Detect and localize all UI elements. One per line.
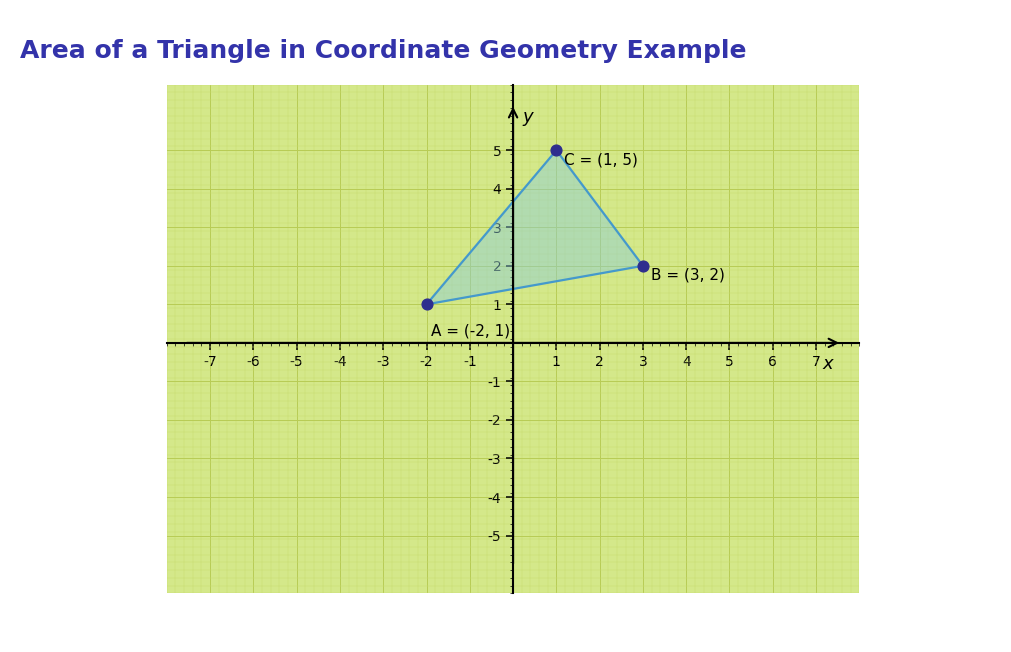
Point xyxy=(635,261,651,271)
Text: y: y xyxy=(523,108,533,126)
Text: C = (1, 5): C = (1, 5) xyxy=(564,152,638,167)
Text: x: x xyxy=(823,355,833,373)
Point xyxy=(419,299,435,310)
Text: Area of a Triangle in Coordinate Geometry Example: Area of a Triangle in Coordinate Geometr… xyxy=(20,39,747,63)
Text: B = (3, 2): B = (3, 2) xyxy=(651,268,725,283)
Polygon shape xyxy=(427,150,643,304)
Text: A = (-2, 1): A = (-2, 1) xyxy=(431,323,510,338)
Point xyxy=(548,145,564,155)
